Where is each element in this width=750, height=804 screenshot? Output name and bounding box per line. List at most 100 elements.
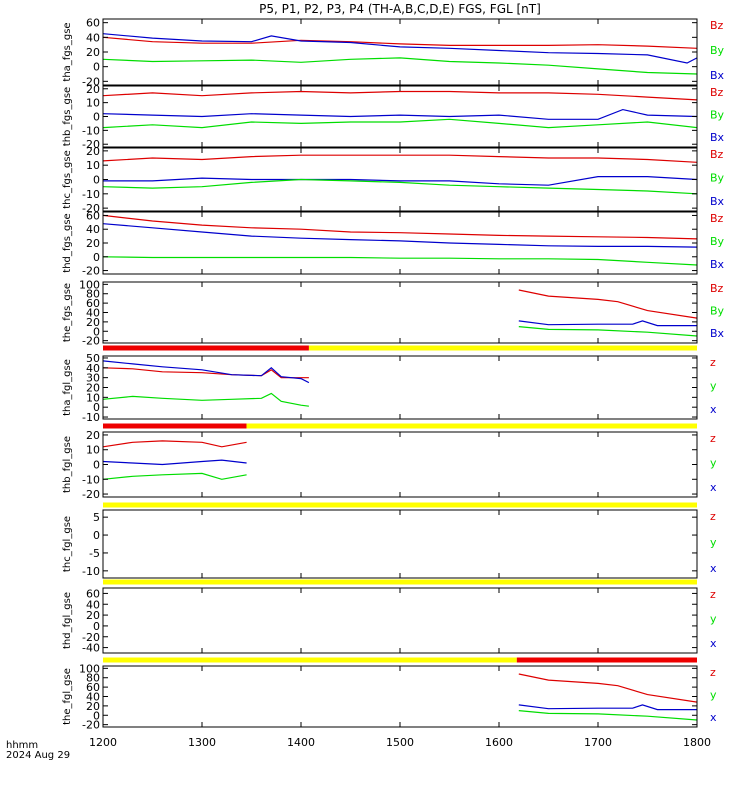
y-axis-label: tha_fgs_gse: [62, 22, 73, 81]
legend-entry: y: [710, 536, 717, 549]
series-line-Bx: [102, 256, 698, 266]
y-tick-label: 20: [86, 700, 100, 713]
y-tick-label: 40: [86, 307, 100, 320]
y-tick-label: 60: [86, 209, 100, 222]
series-line-Bx: [102, 118, 698, 129]
series-line-x: [518, 710, 698, 721]
series-line-z: [518, 673, 698, 703]
series-line-Bz: [102, 214, 698, 240]
date-label: 2024 Aug 29: [6, 750, 70, 761]
y-tick-label: 20: [86, 382, 100, 395]
series-line-By: [103, 176, 698, 186]
y-tick-label: 0: [93, 111, 100, 124]
legend-entry: Bx: [710, 195, 725, 208]
y-axis-label: thb_fgl_gse: [62, 436, 73, 493]
y-axis-label: thc_fgs_gse: [62, 150, 73, 209]
series-line-By: [518, 320, 697, 327]
status-bar-segment: [103, 657, 517, 663]
legend-entry: z: [710, 666, 716, 679]
y-tick-label: -10: [82, 124, 100, 137]
y-tick-label: -20: [82, 631, 100, 644]
y-axis-label: thc_fgl_gse: [62, 516, 73, 572]
status-bar-segment: [103, 502, 697, 508]
series-line-Bz: [102, 36, 698, 49]
legend-entry: x: [710, 481, 717, 494]
y-tick-label: 10: [86, 444, 100, 457]
y-tick-label: 0: [93, 174, 100, 187]
legend-entry: z: [710, 510, 716, 523]
y-tick-label: 20: [86, 429, 100, 442]
y-tick-label: 10: [86, 391, 100, 404]
y-tick-label: 0: [93, 620, 100, 633]
status-bar-segment: [516, 657, 697, 663]
x-tick-label: 1700: [584, 736, 612, 749]
legend-entry: Bx: [710, 258, 725, 271]
plot-title: P5, P1, P2, P3, P4 (TH-A,B,C,D,E) FGS, F…: [259, 2, 541, 16]
y-tick-label: 100: [79, 662, 100, 675]
y-tick-label: -40: [82, 642, 100, 655]
y-tick-label: 5: [93, 511, 100, 524]
panel-frame: [102, 665, 698, 728]
y-axis-label: the_fgs_gse: [62, 283, 73, 342]
y-tick-label: 0: [93, 401, 100, 414]
series-line-x: [102, 392, 309, 407]
series-line-By: [102, 108, 698, 120]
legend-entry: z: [710, 432, 716, 445]
panel-frame: [102, 18, 698, 86]
y-tick-label: -20: [82, 488, 100, 501]
x-tick-label: 1800: [683, 736, 711, 749]
legend-entry: Bz: [710, 212, 724, 225]
panel-thc_fgl_gse: -10 -5 0 5 thc_fgl_gse zyx: [62, 502, 717, 579]
series-line-z: [102, 367, 309, 379]
legend-entry: y: [710, 613, 717, 626]
legend-entry: By: [710, 305, 725, 318]
y-tick-label: 0: [93, 459, 100, 472]
status-bar-segment: [103, 579, 697, 585]
legend-entry: By: [710, 172, 725, 185]
panel-frame: [102, 147, 698, 212]
y-tick-label: 40: [86, 362, 100, 375]
y-tick-label: 60: [86, 681, 100, 694]
series-line-Bz: [102, 90, 698, 101]
y-tick-label: 0: [93, 61, 100, 74]
y-tick-label: 30: [86, 372, 100, 385]
legend-entry: x: [710, 637, 717, 650]
y-tick-label: 60: [86, 17, 100, 30]
y-axis-label: thb_fgs_gse: [62, 87, 73, 146]
x-tick-label: 1300: [188, 736, 216, 749]
y-tick-label: -10: [82, 565, 100, 578]
panel-frame: [102, 509, 698, 579]
y-tick-label: -10: [82, 411, 100, 424]
y-tick-label: 80: [86, 672, 100, 685]
series-line-y: [518, 704, 697, 711]
panel-thb_fgl_gse: -20 -100 10 20 thb_fgl_gse zyx: [62, 423, 717, 501]
y-tick-label: 20: [86, 83, 100, 96]
y-tick-label: 20: [86, 316, 100, 329]
legend-entry: x: [710, 403, 717, 416]
y-axis-label: tha_fgl_gse: [62, 359, 73, 416]
status-bar-segment: [308, 345, 697, 351]
y-tick-label: 40: [86, 223, 100, 236]
legend-entry: Bx: [710, 131, 725, 144]
legend-entry: z: [710, 356, 716, 369]
status-bar-segment: [246, 423, 698, 429]
status-bar-segment: [103, 423, 247, 429]
legend-entry: Bx: [710, 69, 725, 82]
y-tick-label: 40: [86, 691, 100, 704]
panel-frame: [102, 587, 698, 654]
panel-frame: [102, 211, 698, 275]
y-tick-label: 40: [86, 598, 100, 611]
y-axis-label: the_fgl_gse: [62, 668, 73, 725]
panel-frame: [102, 355, 698, 420]
y-tick-label: 20: [86, 237, 100, 250]
legend-entry: y: [710, 689, 717, 702]
